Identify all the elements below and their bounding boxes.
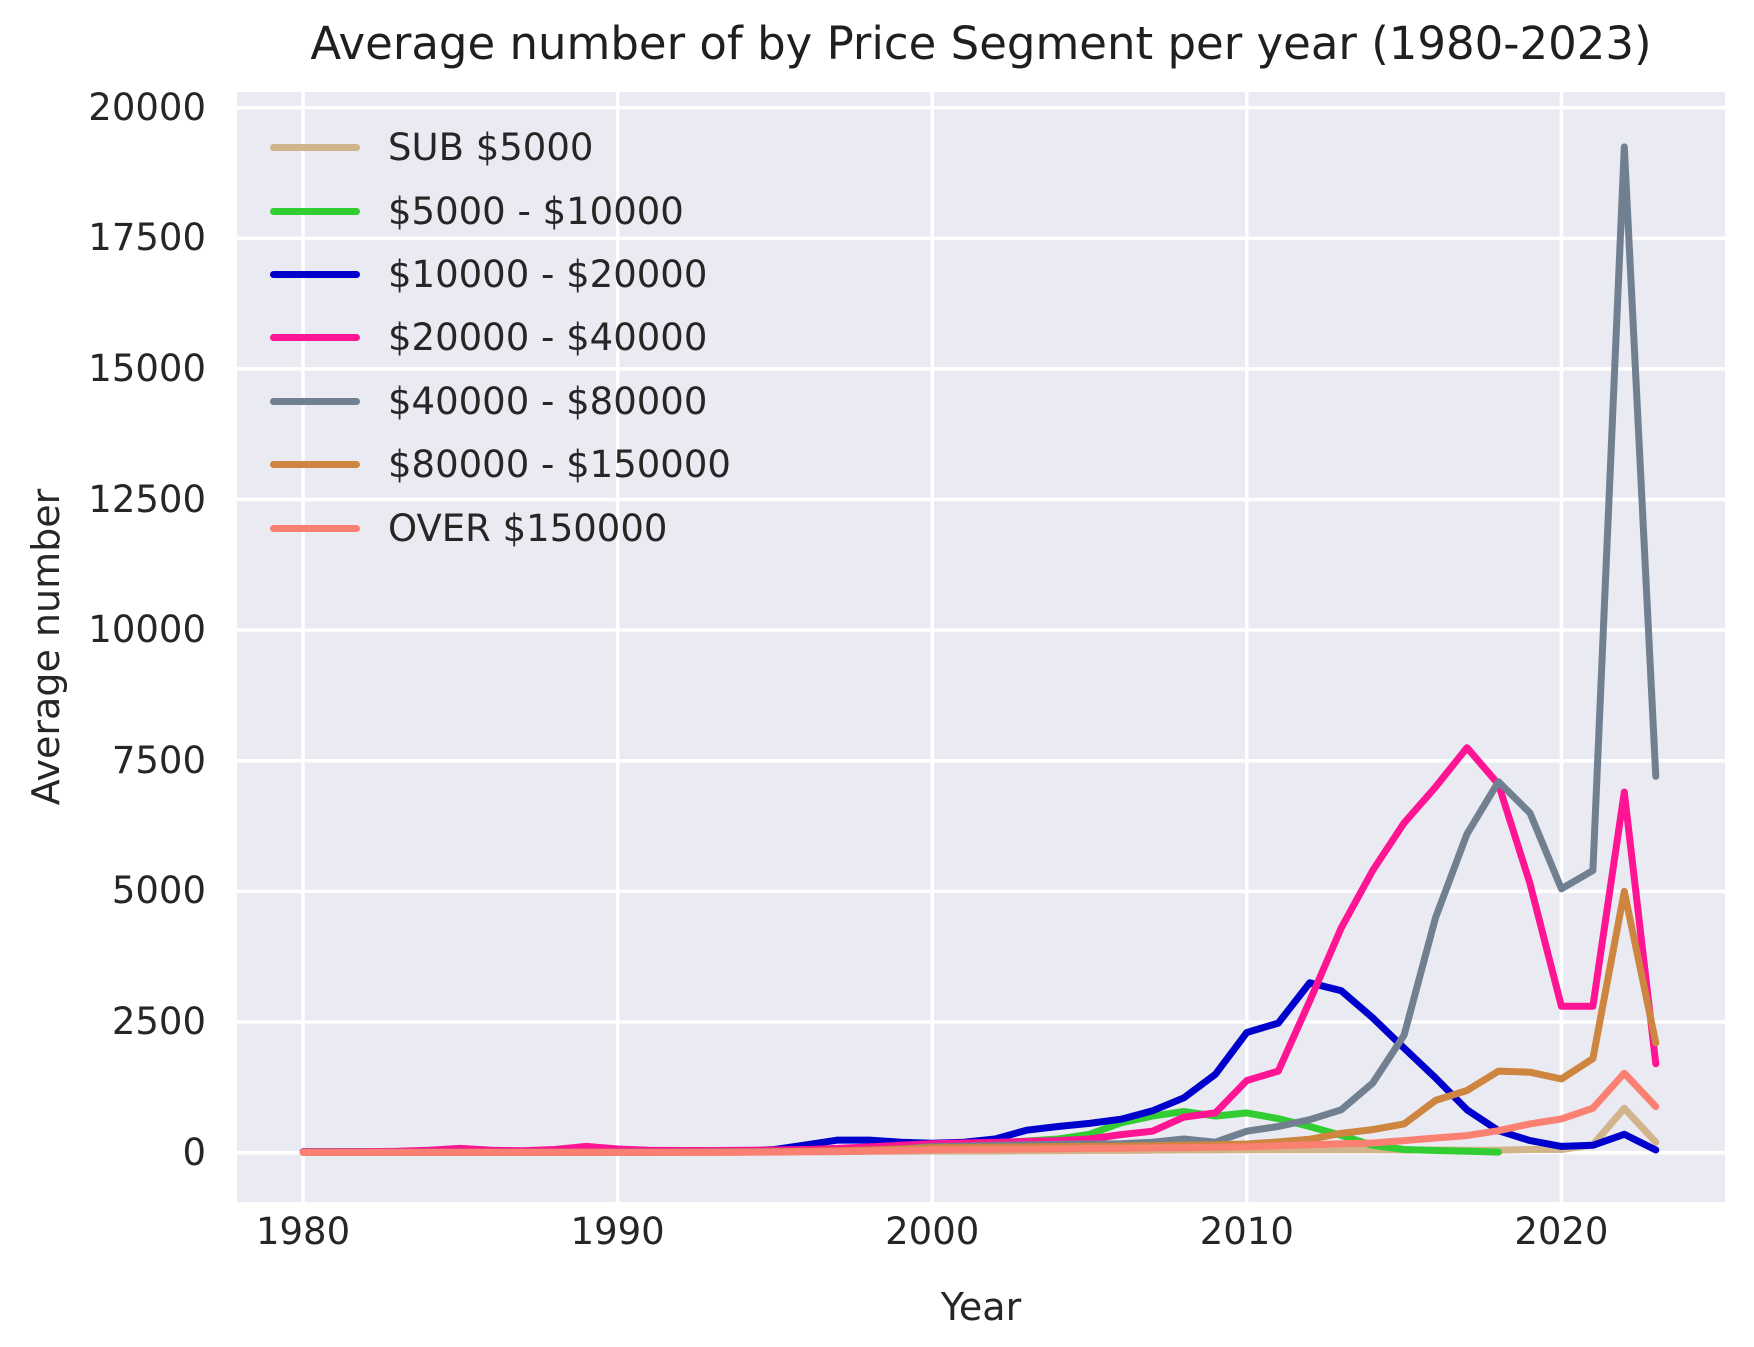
x-axis-label: Year <box>940 1285 1022 1329</box>
plot-background <box>237 92 1725 1202</box>
legend-label: $40000 - $80000 <box>388 379 708 423</box>
x-tick-label-2010: 2010 <box>1199 1210 1294 1253</box>
series-line-over-150000 <box>299 1069 1660 1156</box>
legend: SUB $5000 $5000 - $10000 $10000 - $20000 $2… <box>270 116 731 560</box>
legend-line-swatch <box>270 270 360 278</box>
legend-line-swatch <box>270 207 360 215</box>
y-tick-label-0: 0 <box>182 1130 206 1174</box>
legend-line-swatch <box>270 461 360 469</box>
y-tick-label-5000: 5000 <box>111 869 206 913</box>
legend-item: $80000 - $150000 <box>270 433 731 496</box>
legend-label: SUB $5000 <box>388 126 594 170</box>
legend-label: $10000 - $20000 <box>388 252 708 296</box>
y-tick-label-7500: 7500 <box>111 738 206 782</box>
y-tick-label-20000: 20000 <box>88 85 206 129</box>
chart-title: Average number of by Price Segment per y… <box>310 17 1652 70</box>
legend-line-swatch <box>270 524 360 532</box>
legend-label: $5000 - $10000 <box>388 189 684 233</box>
x-tick-label-2000: 2000 <box>885 1210 980 1253</box>
legend-line-swatch <box>270 397 360 405</box>
y-tick-label-15000: 15000 <box>88 346 206 390</box>
y-tick-label-2500: 2500 <box>111 1000 206 1043</box>
legend-item: $10000 - $20000 <box>270 243 731 306</box>
legend-item: $40000 - $80000 <box>270 370 731 433</box>
legend-label: OVER $150000 <box>388 506 668 550</box>
y-tick-label-12500: 12500 <box>88 477 206 521</box>
x-tick-label-1980: 1980 <box>255 1210 351 1253</box>
legend-item: OVER $150000 <box>270 496 731 559</box>
legend-line-swatch <box>270 334 360 342</box>
legend-item: $20000 - $40000 <box>270 306 731 369</box>
legend-label: $80000 - $150000 <box>388 443 731 487</box>
legend-item: $5000 - $10000 <box>270 179 731 242</box>
x-tick-label-2020: 2020 <box>1514 1210 1609 1253</box>
y-tick-label-10000: 10000 <box>88 608 206 652</box>
legend-label: $20000 - $40000 <box>388 316 708 360</box>
x-tick-label-1990: 1990 <box>570 1210 665 1253</box>
legend-item: SUB $5000 <box>270 116 731 179</box>
y-tick-label-17500: 17500 <box>88 216 206 260</box>
legend-line-swatch <box>270 144 360 152</box>
